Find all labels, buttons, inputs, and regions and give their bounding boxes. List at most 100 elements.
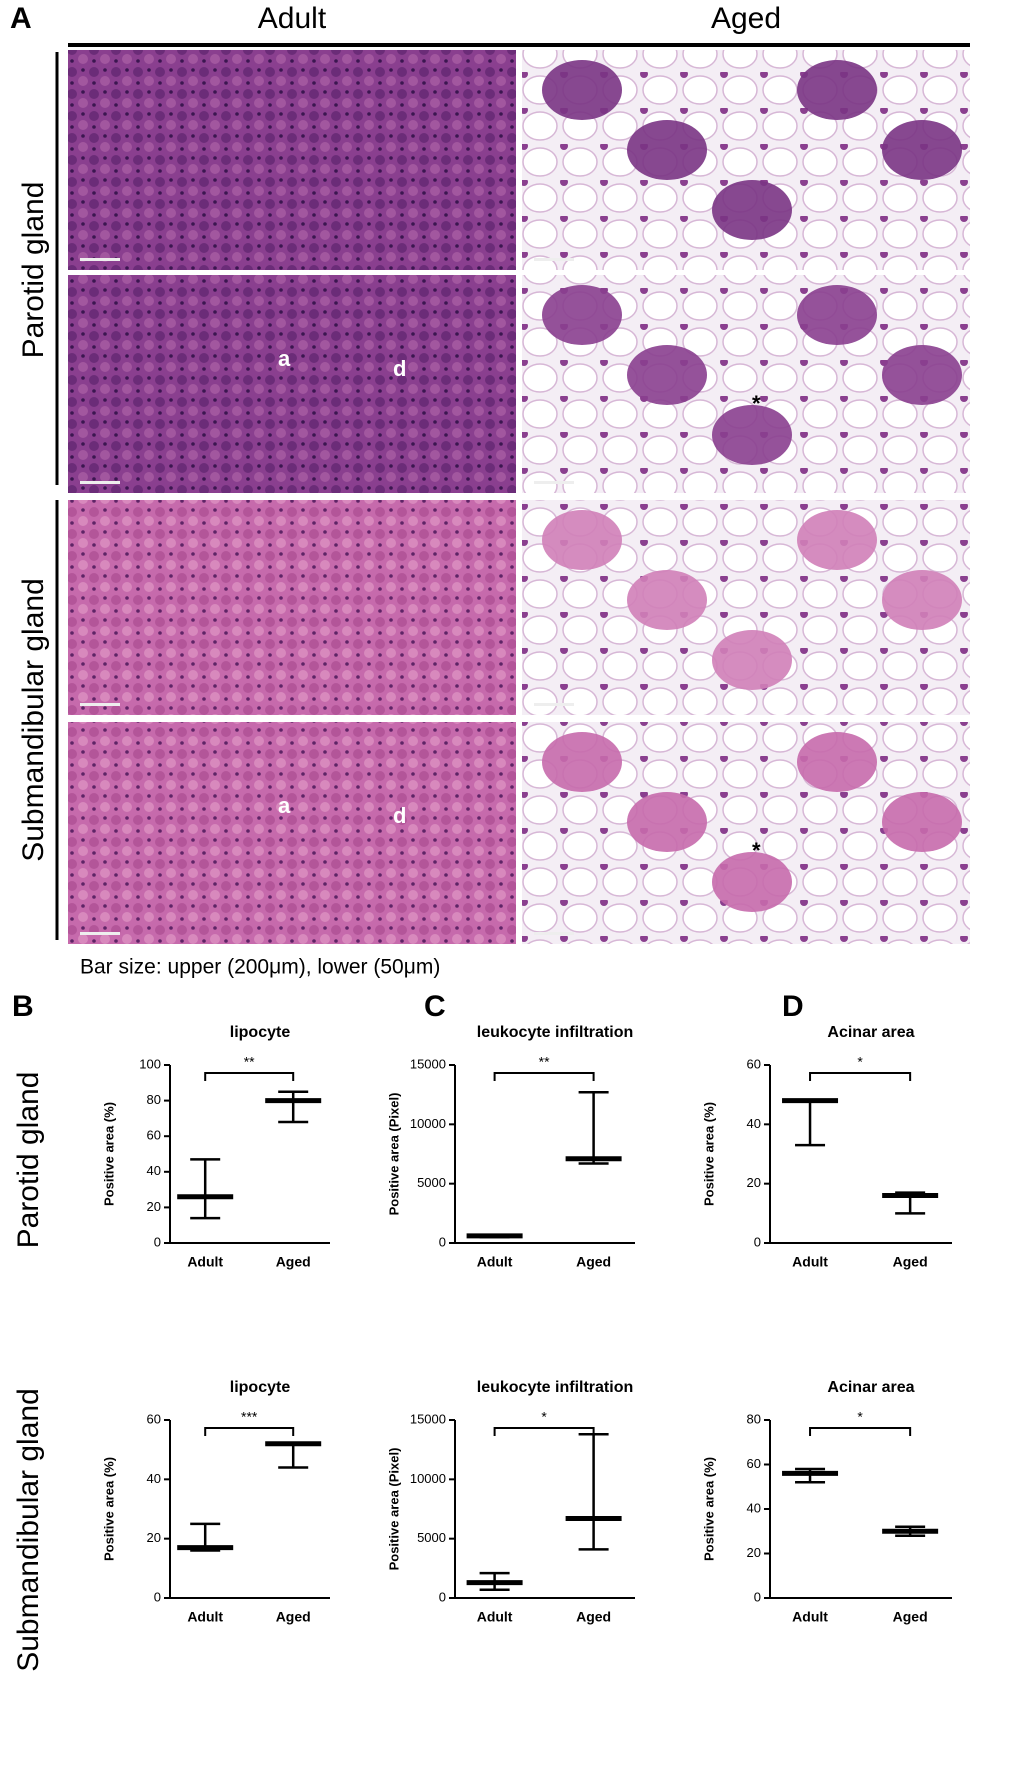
y-tick-label: 40 — [147, 1471, 161, 1486]
x-tick-label: Adult — [792, 1254, 828, 1270]
significance-bracket — [809, 1427, 912, 1436]
y-axis-label: Positive area (Pixel) — [386, 1093, 401, 1216]
scale-bar — [80, 703, 120, 706]
y-tick-label: 40 — [147, 1163, 161, 1178]
tissue-patch — [542, 510, 622, 570]
y-axis-label: Positive area (%) — [701, 1457, 716, 1561]
x-tick-label: Adult — [187, 1609, 223, 1625]
annotation: d — [393, 803, 406, 828]
caption: Bar size: upper (200μm), lower (50μm) — [80, 956, 440, 979]
y-axis-label: Positive area (%) — [101, 1102, 116, 1206]
significance-bracket — [809, 1072, 912, 1081]
y-tick-label: 0 — [439, 1589, 446, 1604]
tissue-patch — [712, 405, 792, 465]
tissue-patch — [797, 732, 877, 792]
y-tick-label: 0 — [154, 1234, 161, 1249]
significance-label: * — [857, 1409, 863, 1425]
significance-label: * — [857, 1054, 863, 1070]
y-tick-label: 100 — [139, 1056, 161, 1071]
x-tick-label: Adult — [477, 1254, 513, 1270]
tissue-patch — [712, 630, 792, 690]
y-tick-label: 10000 — [410, 1116, 446, 1131]
y-tick-label: 15000 — [410, 1411, 446, 1426]
row-label: Parotid gland — [17, 182, 50, 359]
tissue-patch — [542, 732, 622, 792]
x-tick-label: Aged — [576, 1609, 611, 1625]
y-tick-label: 20 — [147, 1530, 161, 1545]
scale-bar — [534, 932, 574, 935]
panel-letter: B — [12, 990, 34, 1023]
tissue-patch — [882, 570, 962, 630]
annotation: * — [752, 838, 761, 863]
column-header: Adult — [258, 2, 327, 35]
tissue-patch — [797, 60, 877, 120]
tissue-patch — [542, 60, 622, 120]
scale-bar — [80, 481, 120, 484]
significance-bracket — [493, 1427, 595, 1436]
y-tick-label: 80 — [147, 1092, 161, 1107]
y-tick-label: 5000 — [417, 1530, 446, 1545]
annotation: a — [278, 346, 291, 371]
x-tick-label: Adult — [477, 1609, 513, 1625]
panel-letter: C — [424, 990, 446, 1023]
y-tick-label: 5000 — [417, 1175, 446, 1190]
tissue-patch — [627, 570, 707, 630]
significance-bracket — [204, 1072, 295, 1081]
annotation: * — [752, 391, 761, 416]
y-axis-label: Positive area (Pixel) — [386, 1448, 401, 1571]
chart-title: leukocyte infiltration — [477, 1379, 633, 1396]
y-tick-label: 20 — [747, 1545, 761, 1560]
significance-bracket — [204, 1427, 295, 1436]
tissue-patch — [797, 285, 877, 345]
y-axis-label: Positive area (%) — [701, 1102, 716, 1206]
y-tick-label: 15000 — [410, 1056, 446, 1071]
tissue-patch — [797, 510, 877, 570]
scale-bar — [534, 258, 574, 261]
row-label: Parotid gland — [12, 1072, 45, 1249]
y-tick-label: 60 — [747, 1056, 761, 1071]
panel-letter: A — [10, 2, 32, 35]
histology-image — [68, 722, 516, 944]
tissue-patch — [882, 345, 962, 405]
x-tick-label: Aged — [893, 1609, 928, 1625]
chart-title: leukocyte infiltration — [477, 1024, 633, 1041]
y-tick-label: 20 — [747, 1175, 761, 1190]
scale-bar — [80, 932, 120, 935]
significance-label: ** — [539, 1054, 550, 1070]
tissue-patch — [627, 120, 707, 180]
x-tick-label: Adult — [792, 1609, 828, 1625]
significance-label: ** — [244, 1054, 255, 1070]
y-tick-label: 60 — [747, 1456, 761, 1471]
tissue-patch — [712, 852, 792, 912]
x-tick-label: Adult — [187, 1254, 223, 1270]
histology-image — [68, 500, 516, 715]
x-tick-label: Aged — [276, 1254, 311, 1270]
histology-image — [68, 275, 516, 493]
y-tick-label: 40 — [747, 1116, 761, 1131]
tissue-patch — [712, 180, 792, 240]
column-header: Aged — [711, 2, 781, 35]
y-tick-label: 60 — [147, 1128, 161, 1143]
y-tick-label: 0 — [439, 1234, 446, 1249]
scale-bar — [534, 703, 574, 706]
y-tick-label: 10000 — [410, 1471, 446, 1486]
chart-title: Acinar area — [827, 1379, 914, 1396]
scale-bar — [534, 481, 574, 484]
histology-image — [68, 50, 516, 270]
y-tick-label: 0 — [754, 1589, 761, 1604]
annotation: d — [393, 356, 406, 381]
tissue-patch — [882, 792, 962, 852]
row-label: Submandibular gland — [17, 578, 50, 862]
y-axis-label: Positive area (%) — [101, 1457, 116, 1561]
x-tick-label: Aged — [893, 1254, 928, 1270]
chart-title: Acinar area — [827, 1024, 914, 1041]
tissue-patch — [542, 285, 622, 345]
row-label: Submandibular gland — [12, 1388, 45, 1672]
y-tick-label: 60 — [147, 1411, 161, 1426]
significance-label: *** — [241, 1409, 258, 1425]
y-tick-label: 40 — [747, 1500, 761, 1515]
significance-label: * — [541, 1409, 547, 1425]
panel-letter: D — [782, 990, 804, 1023]
x-tick-label: Aged — [576, 1254, 611, 1270]
